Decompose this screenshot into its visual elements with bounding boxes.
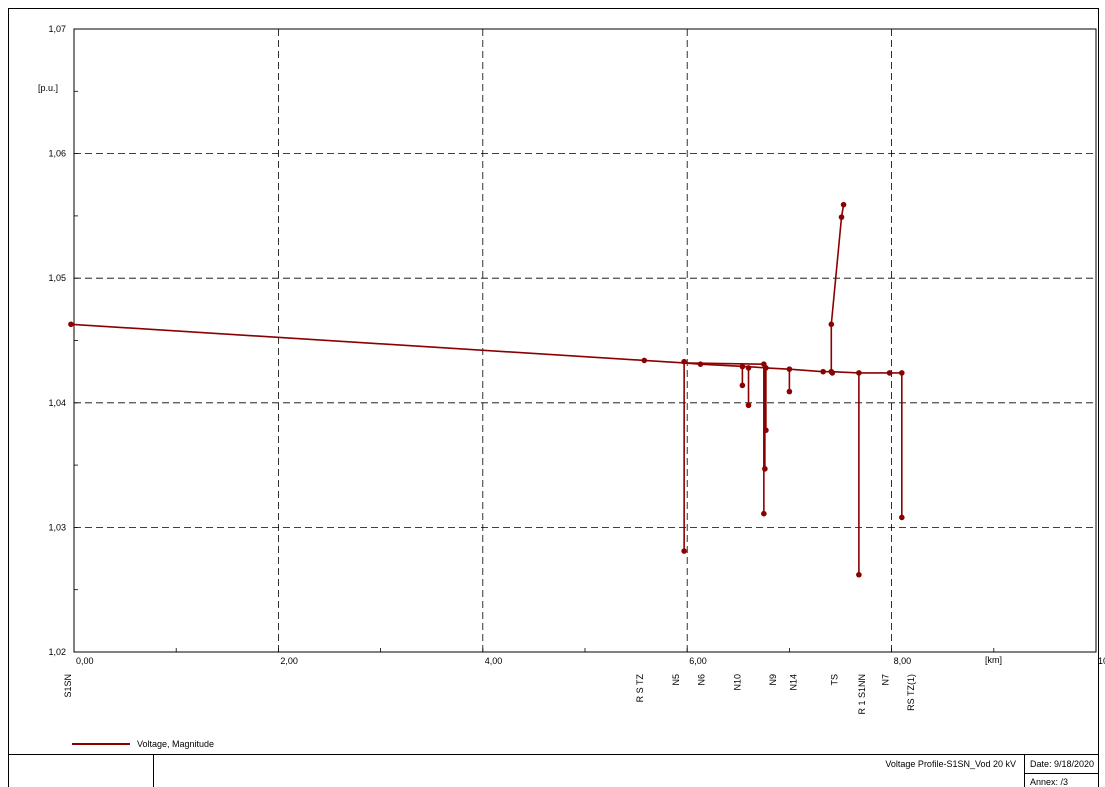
bus-label: S1SN	[63, 674, 73, 698]
y-tick-label: 1,04	[48, 398, 66, 408]
data-point	[739, 382, 746, 389]
bus-label: RS TZ(1)	[906, 674, 916, 711]
data-point	[681, 358, 687, 365]
diagram-title: Voltage Profile-S1SN_Vod 20 kV	[885, 759, 1016, 769]
minor-ticks	[74, 90, 995, 652]
data-point	[697, 361, 704, 367]
bus-labels: S1SN R S TZ N5 N6 N10 N9 N14 TS R 1 S1NN N7 RS TZ(…	[63, 674, 916, 715]
y-tick-label: 1,05	[48, 273, 66, 283]
data-point	[899, 370, 905, 376]
x-tick-label: 8,00	[894, 656, 912, 666]
data-point	[763, 427, 769, 434]
bus-label: R 1 S1NN	[857, 674, 867, 715]
data-point	[762, 466, 768, 472]
y-tick-label: 1,06	[48, 149, 66, 159]
data-point	[763, 365, 769, 371]
data-point	[899, 514, 905, 521]
data-point	[886, 370, 893, 376]
data-point	[828, 321, 835, 328]
bus-label: TS	[829, 674, 839, 686]
plot-area: 1,02 1,03 1,04 1,05 1,06 1,07 0,00 2,00 4,00 6,0…	[38, 24, 1105, 715]
series-line-segment	[830, 204, 845, 372]
x-tick-label: 0,00	[76, 656, 94, 666]
data-point	[641, 357, 648, 364]
data-point	[739, 363, 746, 370]
page-border	[8, 8, 1099, 787]
bus-label: N5	[671, 674, 681, 686]
x-axis-unit-label: [km]	[985, 655, 1002, 665]
bus-label: N7	[880, 674, 890, 686]
x-tick-label: 6,00	[689, 656, 707, 666]
data-point	[745, 402, 752, 409]
data-point	[745, 365, 752, 371]
data-point	[681, 548, 687, 554]
plot-frame	[73, 28, 1097, 653]
x-tick-label: 10,0	[1098, 656, 1105, 666]
series-line-segment	[70, 323, 902, 374]
bus-label: N10	[732, 674, 742, 691]
bus-label: N14	[789, 674, 799, 691]
data-point	[786, 388, 793, 395]
data-point	[856, 571, 862, 578]
series-line-segment	[684, 362, 764, 365]
data-point	[838, 214, 845, 220]
data-point	[820, 368, 826, 375]
title-block: Voltage Profile-S1SN_Vod 20 kV Date: 9/1…	[8, 754, 1098, 787]
annex-field: Annex: /3	[1030, 777, 1068, 787]
x-tick-labels: 0,00 2,00 4,00 6,00 8,00 10,0	[76, 656, 1105, 666]
data-point	[786, 366, 793, 372]
x-tick-label: 2,00	[280, 656, 298, 666]
legend: Voltage, Magnitude	[72, 739, 214, 749]
bus-label: N6	[697, 674, 707, 686]
x-tick-label: 4,00	[485, 656, 503, 666]
y-tick-label: 1,03	[48, 522, 66, 532]
series-voltage-magnitude	[68, 201, 905, 578]
y-tick-labels: 1,02 1,03 1,04 1,05 1,06 1,07	[48, 24, 66, 657]
date-field: Date: 9/18/2020	[1030, 759, 1094, 769]
bus-label: N9	[768, 674, 778, 686]
data-point	[829, 370, 836, 376]
data-point	[68, 321, 74, 328]
data-point	[761, 510, 767, 517]
data-point	[856, 370, 862, 376]
legend-label: Voltage, Magnitude	[137, 739, 214, 749]
y-axis-unit-label: [p.u.]	[38, 83, 58, 93]
bus-label: R S TZ	[635, 674, 645, 703]
grid-lines	[74, 29, 1096, 652]
y-tick-label: 1,07	[48, 24, 66, 34]
data-point	[840, 201, 847, 208]
y-tick-label: 1,02	[48, 647, 66, 657]
